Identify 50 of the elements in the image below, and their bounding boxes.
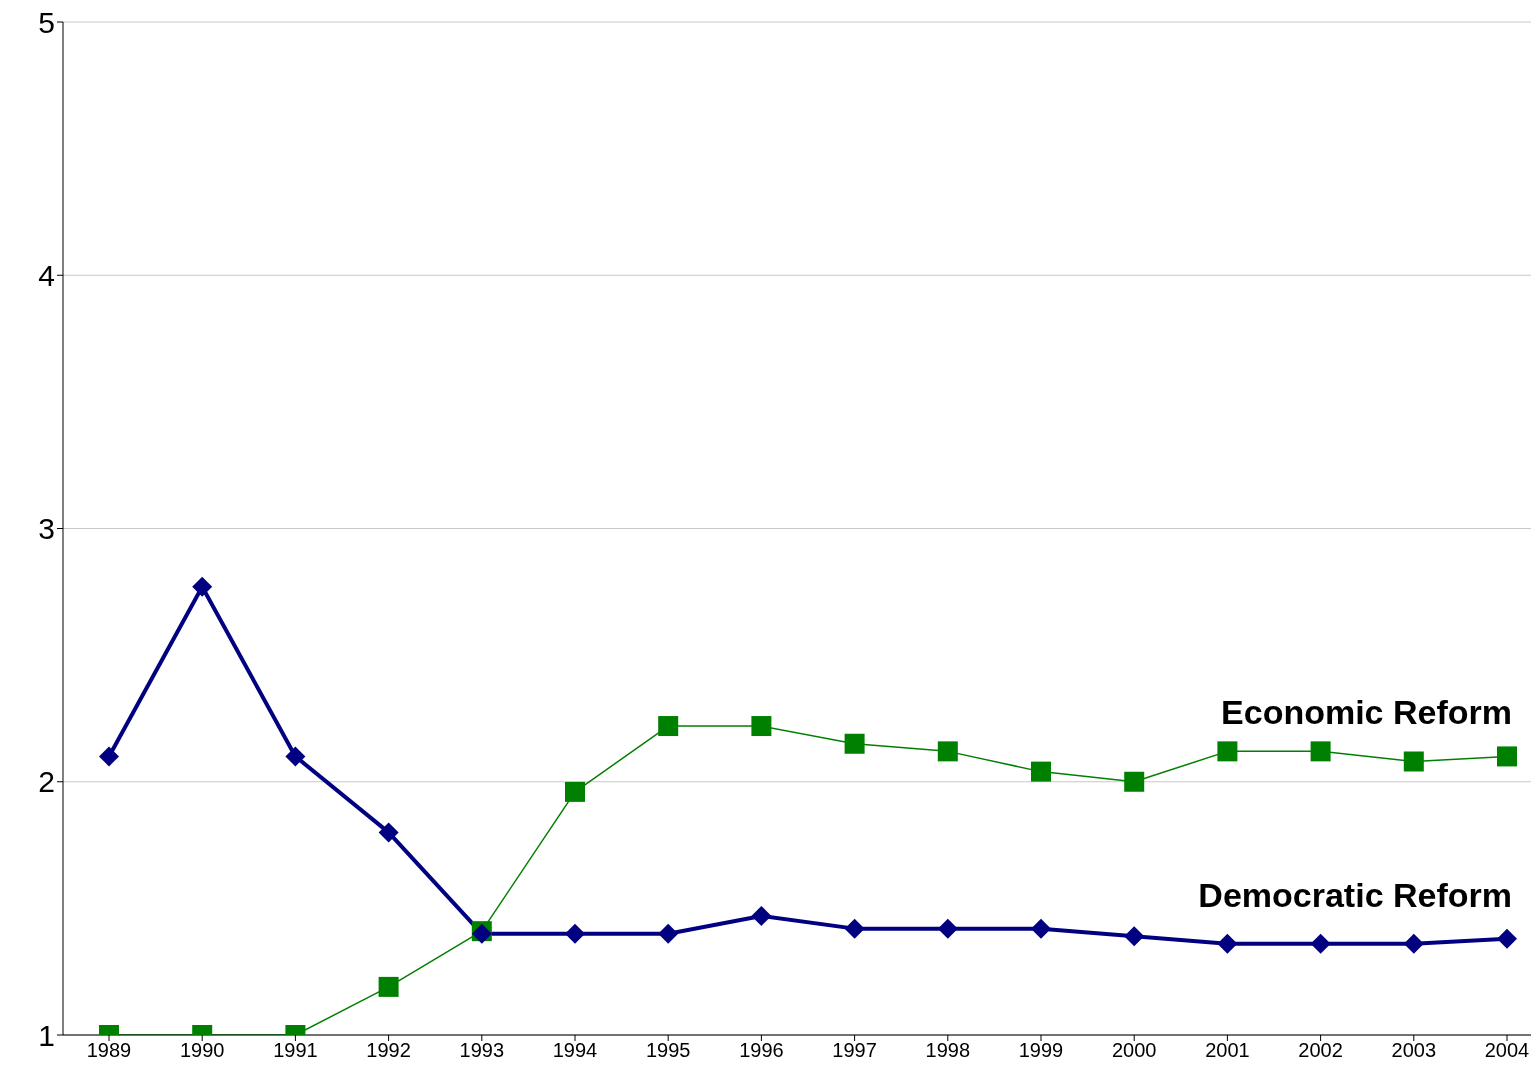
point: [1497, 928, 1517, 949]
x-tick-label: 2001: [1205, 1039, 1250, 1062]
x-tick-label: 1992: [366, 1039, 411, 1062]
x-tick-label: 1997: [832, 1039, 877, 1062]
y-tick-label: 3: [38, 512, 55, 546]
point: [658, 923, 679, 944]
point: [378, 976, 399, 997]
point: [565, 781, 585, 802]
x-tick-label: 1990: [179, 1039, 225, 1062]
y-tick-label: 2: [38, 765, 55, 799]
x-tick-label: 1993: [459, 1039, 505, 1062]
y-tick-label: 5: [38, 5, 55, 39]
point: [1403, 933, 1424, 954]
point: [1124, 926, 1145, 947]
point: [285, 746, 306, 767]
point: [1124, 771, 1145, 792]
point: [937, 741, 958, 762]
point: [1310, 933, 1331, 954]
point: [99, 746, 119, 767]
point: [1403, 751, 1424, 772]
x-tick-label: 1989: [86, 1039, 132, 1062]
point: [378, 822, 399, 843]
point: [1031, 761, 1051, 782]
y-tick-label: 1: [38, 1018, 55, 1052]
point: [1217, 933, 1238, 954]
x-tick-label: 1998: [925, 1039, 971, 1062]
point: [937, 918, 958, 939]
x-tick-label: 1999: [1018, 1039, 1064, 1062]
point: [751, 905, 772, 926]
x-tick-label: 1994: [552, 1039, 598, 1062]
x-tick-label: 1995: [645, 1039, 691, 1062]
point: [565, 923, 585, 944]
point: [1031, 918, 1051, 939]
x-tick-label: 1996: [739, 1039, 784, 1062]
point: [844, 733, 865, 754]
point: [192, 576, 213, 597]
x-tick-label: 2002: [1298, 1039, 1343, 1062]
x-tick-label: 2004: [1484, 1039, 1530, 1062]
point: [751, 716, 772, 737]
y-tick-label: 4: [38, 258, 55, 292]
x-tick-label: 1991: [273, 1039, 318, 1062]
x-tick-label: 2000: [1111, 1039, 1157, 1062]
point: [1217, 741, 1238, 762]
x-tick-label: 2003: [1391, 1039, 1437, 1062]
point: [844, 918, 865, 939]
point: [658, 716, 679, 737]
series-label: Democratic Reform: [1198, 875, 1512, 914]
series-label: Economic Reform: [1221, 693, 1512, 732]
point: [1310, 741, 1331, 762]
point: [1497, 746, 1517, 767]
